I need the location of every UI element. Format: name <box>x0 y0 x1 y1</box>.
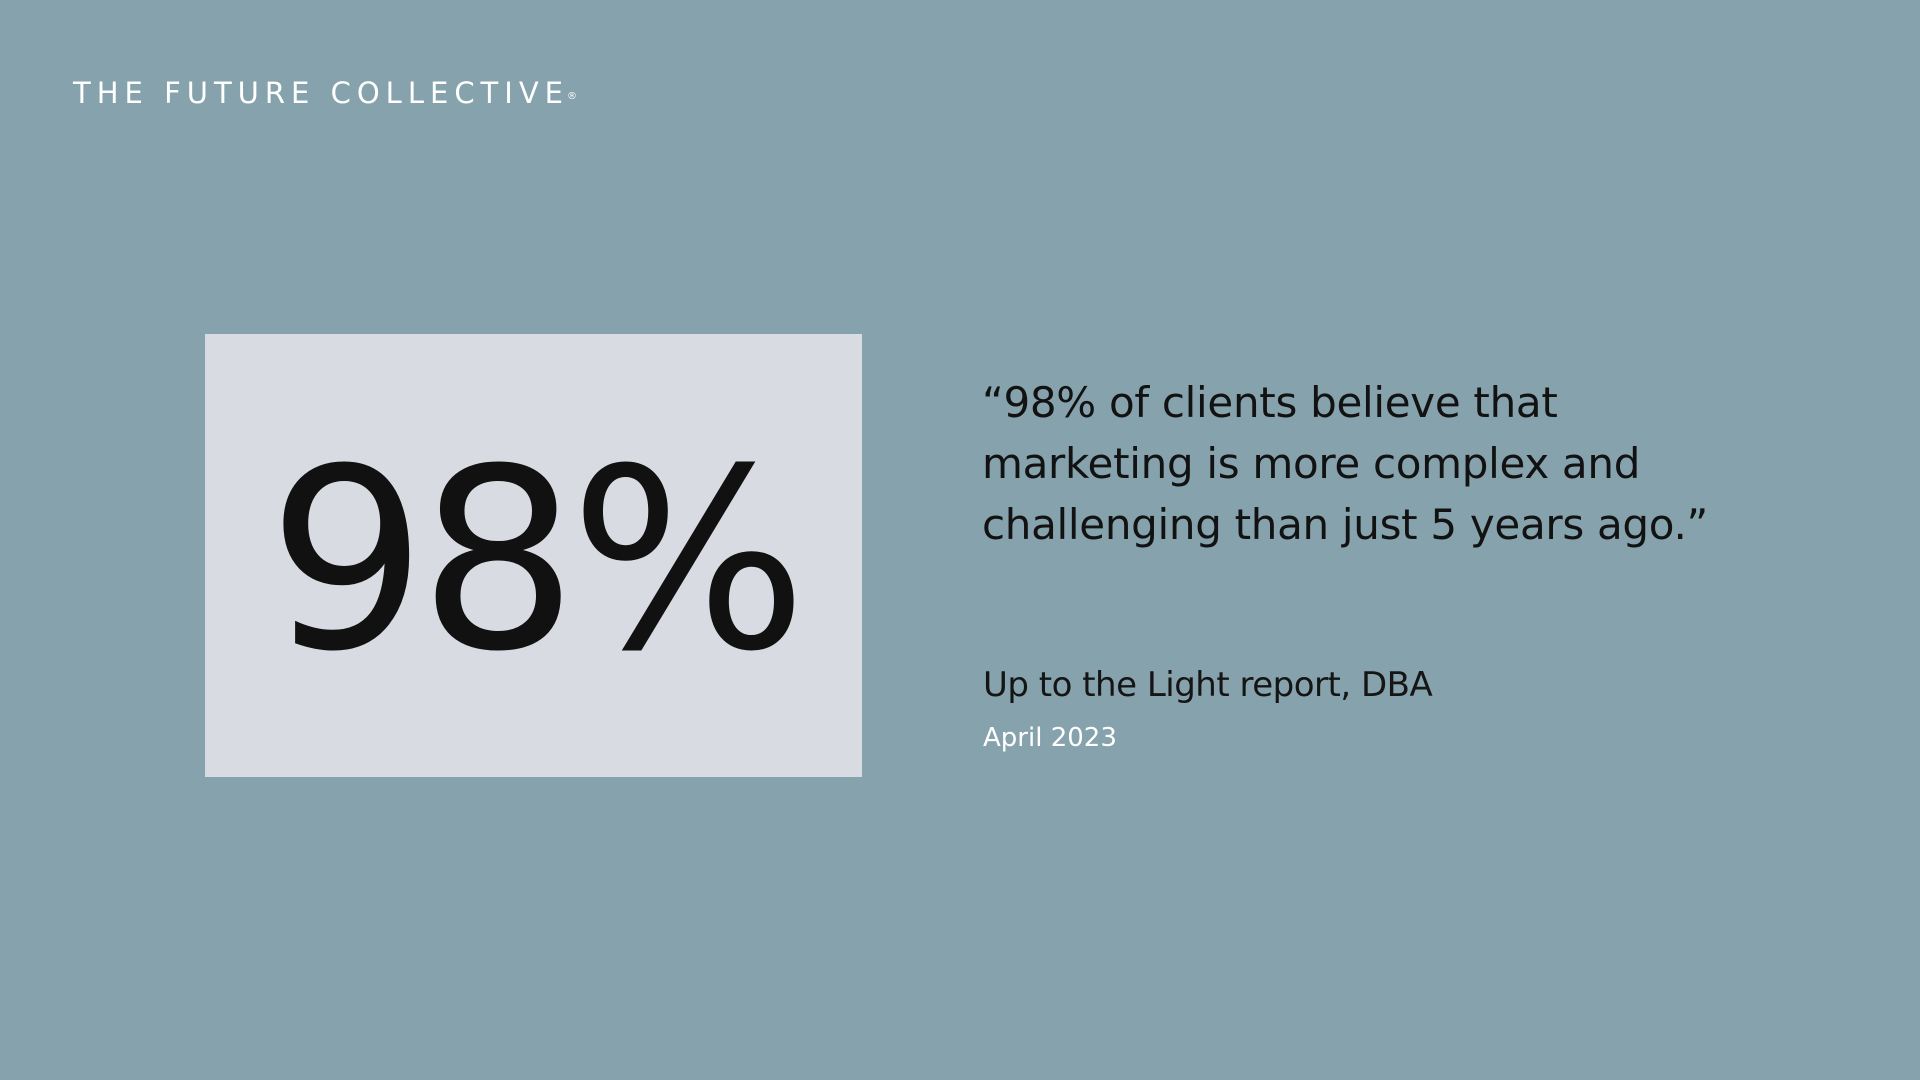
quote-line: marketing is more complex and <box>982 439 1641 488</box>
quote-text: “98% of clients believe that marketing i… <box>982 372 1742 555</box>
citation-source: Up to the Light report, DBA <box>983 665 1433 705</box>
registered-mark: ® <box>567 91 577 102</box>
citation-date: April 2023 <box>983 723 1117 753</box>
brand-name: THE FUTURE COLLECTIVE <box>73 76 569 110</box>
stat-value: 98% <box>267 414 808 706</box>
quote-line: “98% of clients believe that <box>982 378 1558 427</box>
brand-logo: THE FUTURE COLLECTIVE® <box>73 75 577 111</box>
stat-box: 98% <box>205 334 862 777</box>
quote-line: challenging than just 5 years ago.” <box>982 500 1708 549</box>
